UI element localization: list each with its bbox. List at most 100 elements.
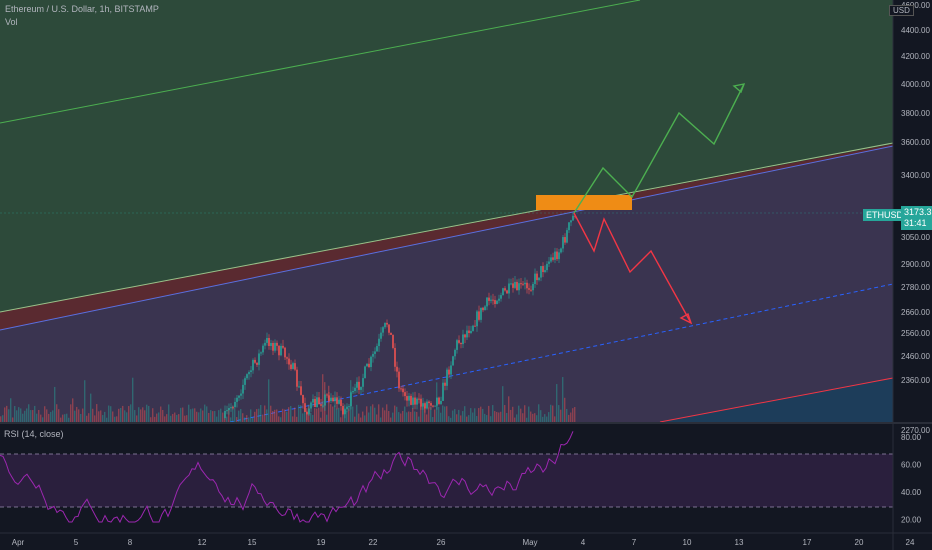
currency-badge[interactable]: USD <box>889 5 914 16</box>
volume-bar <box>492 405 494 422</box>
resistance-box[interactable] <box>536 195 632 210</box>
volume-bar <box>250 409 252 422</box>
volume-bar <box>134 410 136 422</box>
volume-bar <box>500 411 502 422</box>
candle-body <box>518 283 520 291</box>
volume-bar <box>416 411 418 422</box>
volume-bar <box>354 416 356 422</box>
candle-body <box>310 402 312 409</box>
volume-bar <box>28 404 30 422</box>
candle-body <box>502 288 504 296</box>
candle-body <box>252 359 254 371</box>
candle-body <box>322 405 324 407</box>
volume-bar <box>236 417 238 422</box>
candle-body <box>460 342 462 345</box>
volume-bar <box>208 412 210 422</box>
volume-bar <box>468 415 470 422</box>
candle-body <box>380 332 382 339</box>
candle-body <box>372 353 374 357</box>
volume-bar <box>508 396 510 422</box>
volume-bar <box>14 406 16 422</box>
volume-bar <box>232 405 234 422</box>
volume-bar <box>116 416 118 422</box>
time-tick-label: 24 <box>906 538 915 547</box>
candle-body <box>388 324 390 333</box>
volume-bar <box>462 411 464 422</box>
candle-body <box>242 384 244 394</box>
volume-bar <box>150 417 152 422</box>
candle-body <box>542 266 544 273</box>
rsi-tick-label: 60.00 <box>901 460 922 469</box>
volume-bar <box>434 409 436 422</box>
volume-bar <box>366 406 368 422</box>
price-axis[interactable]: 2270.00 2360.00 2460.00 2560.00 2660.00 2780.… <box>901 1 930 435</box>
candle-body <box>448 369 450 375</box>
volume-bar <box>332 406 334 422</box>
volume-bar <box>86 415 88 422</box>
volume-bar <box>304 407 306 422</box>
volume-bar <box>506 412 508 422</box>
time-tick-label: 17 <box>803 538 812 547</box>
volume-bar <box>464 406 466 422</box>
price-tag-symbol: ETHUSD <box>863 209 907 221</box>
volume-bar <box>380 417 382 422</box>
volume-bar <box>220 408 222 422</box>
candle-body <box>224 411 226 418</box>
candle-body <box>368 363 370 368</box>
volume-bar <box>188 404 190 422</box>
volume-bar <box>166 414 168 422</box>
rsi-band-fill <box>0 454 893 507</box>
candle-body <box>270 342 272 346</box>
volume-bar <box>536 415 538 422</box>
volume-bar <box>556 384 558 422</box>
volume-bar <box>112 411 114 422</box>
candle-body <box>570 220 572 223</box>
candle-body <box>456 340 458 350</box>
time-axis[interactable]: Apr 5 8 12 15 19 22 26 May 4 7 10 13 17 20 24 <box>12 538 915 547</box>
volume-bars <box>0 374 576 422</box>
volume-bar <box>490 416 492 422</box>
volume-bar <box>126 412 128 422</box>
volume-bar <box>408 411 410 422</box>
candle-body <box>256 362 258 365</box>
volume-bar <box>256 409 258 422</box>
rsi-axis[interactable]: 20.00 40.00 60.00 80.00 <box>901 433 922 525</box>
candle-body <box>354 387 356 392</box>
candle-body <box>264 342 266 346</box>
volume-bar <box>26 408 28 422</box>
candle-body <box>284 347 286 358</box>
volume-bar <box>0 416 2 422</box>
volume-bar <box>404 406 406 422</box>
volume-bar <box>100 410 102 422</box>
current-price-tag: ETHUSD 3173.35 31:41 <box>863 206 932 231</box>
volume-bar <box>486 415 488 422</box>
candle-body <box>276 342 278 346</box>
candle-body <box>244 378 246 385</box>
candle-body <box>408 395 410 401</box>
volume-bar <box>258 408 260 422</box>
candle-body <box>282 345 284 348</box>
projection-down-path[interactable] <box>573 212 692 324</box>
candle-body <box>416 398 418 405</box>
volume-bar <box>438 406 440 422</box>
candle-body <box>452 356 454 366</box>
volume-bar <box>432 417 434 422</box>
candle-body <box>440 400 442 404</box>
volume-bar <box>470 408 472 422</box>
candle-body <box>304 403 306 412</box>
volume-bar <box>346 410 348 422</box>
volume-bar <box>36 413 38 422</box>
projection-up-path[interactable] <box>573 83 745 214</box>
candle-body <box>336 397 338 404</box>
candle-body <box>512 283 514 288</box>
candle-body <box>308 408 310 415</box>
volume-bar <box>238 410 240 422</box>
candle-body <box>462 334 464 345</box>
candle-body <box>350 392 352 407</box>
volume-bar <box>122 405 124 422</box>
candle-body <box>296 369 298 387</box>
price-tick-label: 4400.00 <box>901 26 930 35</box>
candle-body <box>334 397 336 402</box>
volume-bar <box>276 409 278 422</box>
